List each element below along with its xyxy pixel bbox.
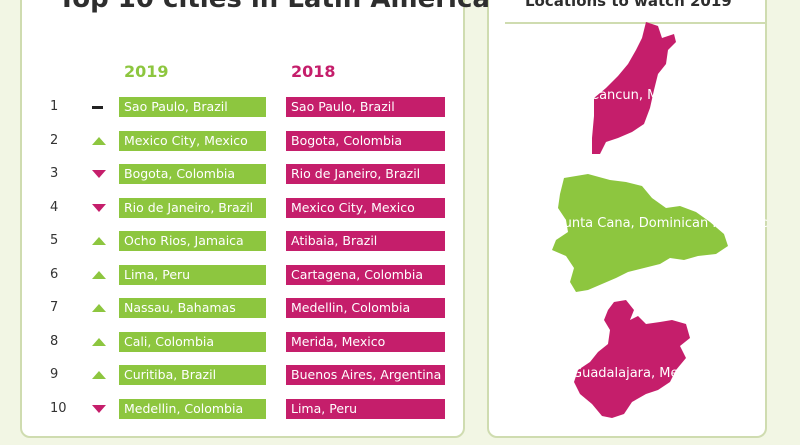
trend-unchanged-icon	[92, 106, 103, 109]
city-2019-bar: Curitiba, Brazil	[119, 365, 266, 385]
city-2019-bar: Sao Paulo, Brazil	[119, 97, 266, 117]
city-2018-bar: Bogota, Colombia	[286, 130, 445, 151]
city-2018-bar: Medellin, Colombia	[286, 298, 445, 318]
city-2019-bar: Bogota, Colombia	[119, 164, 266, 184]
rank-number: 9	[50, 367, 59, 382]
city-2018-bar: Rio de Janeiro, Brazil	[286, 164, 445, 184]
punta-cana-map: Punta Cana, Dominican Republic	[548, 172, 768, 294]
rank-number: 10	[50, 400, 67, 416]
page-title: Top 10 cities in Latin America	[58, 0, 490, 14]
city-2019-bar: Lima, Peru	[119, 264, 266, 285]
cancun-map: Cancun, Mexico	[588, 20, 693, 158]
divider	[505, 22, 767, 24]
location-label-punta-cana: Punta Cana, Dominican Republic	[556, 216, 768, 231]
guadalajara-shape-icon	[574, 300, 690, 418]
city-2018-bar: Mexico City, Mexico	[286, 197, 445, 218]
city-2019-bar: Medellin, Colombia	[119, 398, 266, 419]
trend-up-icon	[92, 337, 106, 346]
trend-up-icon	[92, 270, 106, 279]
punta-cana-shape-icon	[552, 174, 728, 292]
rank-number: 6	[50, 266, 59, 282]
trend-up-icon	[92, 371, 106, 379]
city-2019-bar: Cali, Colombia	[119, 331, 266, 352]
locations-title: Locations to watch 2019	[525, 0, 732, 10]
city-2018-bar: Cartagena, Colombia	[286, 264, 445, 285]
rank-number: 8	[50, 333, 59, 349]
city-2019-bar: Mexico City, Mexico	[119, 130, 266, 151]
city-2018-bar: Sao Paulo, Brazil	[286, 97, 445, 117]
city-2018-bar: Buenos Aires, Argentina	[286, 365, 445, 385]
cancun-shape-icon	[592, 22, 676, 154]
city-2019-bar: Ocho Rios, Jamaica	[119, 231, 266, 251]
trend-up-icon	[92, 237, 106, 245]
city-2018-bar: Atibaia, Brazil	[286, 231, 445, 251]
trend-down-icon	[92, 170, 106, 178]
rank-number: 7	[50, 300, 59, 315]
city-2019-bar: Nassau, Bahamas	[119, 298, 266, 318]
guadalajara-map: Guadalajara, Mexico	[568, 298, 705, 422]
column-header-2019: 2019	[124, 62, 169, 81]
location-label-guadalajara: Guadalajara, Mexico	[572, 366, 705, 381]
rank-number: 4	[50, 199, 59, 215]
trend-up-icon	[92, 304, 106, 312]
location-label-cancun: Cancun, Mexico	[590, 88, 693, 103]
trend-up-icon	[92, 136, 106, 145]
city-2018-bar: Merida, Mexico	[286, 331, 445, 352]
city-2019-bar: Rio de Janeiro, Brazil	[119, 197, 266, 218]
column-header-2018: 2018	[291, 62, 336, 81]
rank-number: 5	[50, 233, 59, 248]
city-2018-bar: Lima, Peru	[286, 398, 445, 419]
rank-number: 3	[50, 166, 59, 181]
trend-down-icon	[92, 404, 106, 413]
rank-number: 1	[50, 99, 59, 114]
trend-down-icon	[92, 203, 106, 212]
rank-number: 2	[50, 132, 59, 148]
